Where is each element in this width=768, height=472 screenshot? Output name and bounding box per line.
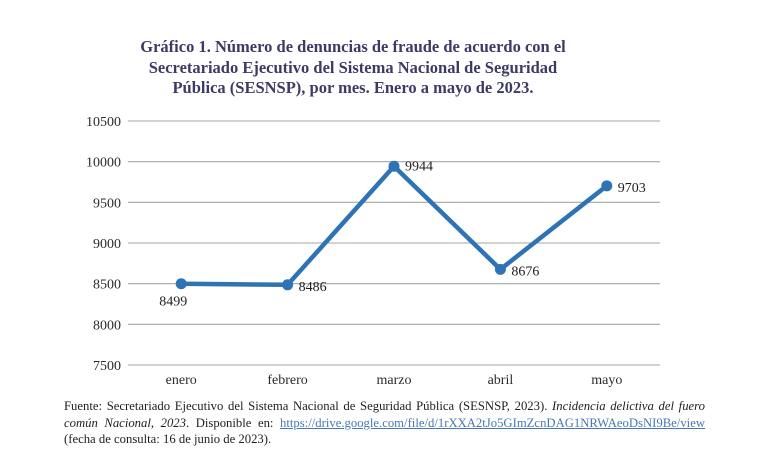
y-axis-tick-label: 9000 bbox=[93, 237, 121, 252]
y-axis-tick-label: 8000 bbox=[93, 318, 121, 333]
x-axis-month-label: febrero bbox=[267, 373, 307, 388]
x-axis-month-label: marzo bbox=[377, 373, 412, 388]
data-point-enero bbox=[175, 278, 187, 290]
data-point-febrero bbox=[282, 279, 294, 291]
source-text-mid: . Disponible en: bbox=[186, 415, 281, 430]
data-point-label: 9703 bbox=[618, 181, 646, 196]
data-point-label: 9944 bbox=[405, 160, 433, 175]
x-axis-month-label: mayo bbox=[591, 373, 622, 388]
source-title-italic: Incidencia delictiva del fuero común Nac… bbox=[64, 399, 705, 430]
y-axis-tick-label: 9500 bbox=[93, 196, 121, 211]
data-point-label: 8486 bbox=[299, 280, 327, 295]
chart-title-line-1: Gráfico 1. Número de denuncias de fraude… bbox=[140, 37, 566, 56]
data-point-mayo bbox=[601, 180, 613, 192]
chart-title-line-3: Pública (SESNSP), por mes. Enero a mayo … bbox=[172, 78, 534, 97]
source-link[interactable]: https://drive.google.com/file/d/1rXXA2tJ… bbox=[280, 415, 705, 430]
source-note: Fuente: Secretariado Ejecutivo del Siste… bbox=[64, 398, 705, 448]
chart-title: Gráfico 1. Número de denuncias de fraude… bbox=[33, 37, 673, 99]
x-axis-month-label: enero bbox=[166, 373, 197, 388]
source-text-suffix: (fecha de consulta: 16 de junio de 2023)… bbox=[64, 432, 272, 447]
data-point-marzo bbox=[388, 160, 400, 172]
x-axis-month-label: abril bbox=[488, 373, 514, 388]
y-axis-tick-label: 7500 bbox=[93, 359, 121, 374]
y-axis-tick-label: 8500 bbox=[93, 278, 121, 293]
y-axis-tick-label: 10500 bbox=[86, 115, 121, 130]
source-text-prefix: Fuente: Secretariado Ejecutivo del Siste… bbox=[64, 399, 553, 413]
data-point-abril bbox=[494, 263, 506, 275]
data-point-label: 8499 bbox=[159, 295, 187, 310]
chart-title-line-2: Secretariado Ejecutivo del Sistema Nacio… bbox=[148, 57, 558, 77]
y-axis-tick-label: 10000 bbox=[86, 156, 121, 171]
data-point-label: 8676 bbox=[511, 264, 539, 279]
fraud-denuncias-line-chart: 7500 8000 8500 9000 9500 10000 10500 enero febre… bbox=[86, 115, 660, 388]
chart-line bbox=[178, 163, 610, 288]
